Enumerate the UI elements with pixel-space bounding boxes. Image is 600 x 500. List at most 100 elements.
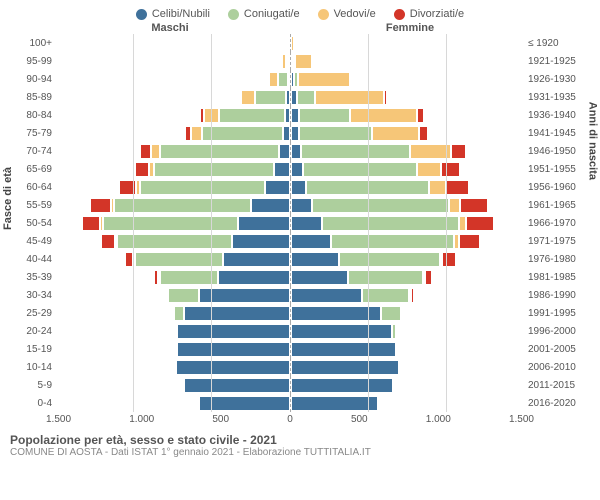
chart-subtitle: COMUNE DI AOSTA - Dati ISTAT 1° gennaio … — [10, 447, 590, 458]
year-label: 2006-2010 — [524, 362, 594, 373]
pyramid-row: 60-641956-1960 — [6, 178, 594, 196]
male-bar — [56, 250, 290, 268]
year-label: 1966-1970 — [524, 218, 594, 229]
year-label: 2016-2020 — [524, 398, 594, 409]
age-label: 35-39 — [6, 272, 56, 283]
bar-segment — [114, 198, 251, 213]
bar-segment — [312, 198, 449, 213]
bar-segment — [160, 270, 218, 285]
x-tick: 1.000 — [426, 414, 451, 425]
bar-segment — [451, 144, 467, 159]
chart-title: Popolazione per età, sesso e stato civil… — [10, 433, 590, 447]
x-tick: 1.000 — [129, 414, 154, 425]
male-bar — [56, 322, 290, 340]
bar-segment — [140, 180, 265, 195]
pyramid-row: 75-791941-1945 — [6, 124, 594, 142]
pyramid-row: 25-291991-1995 — [6, 304, 594, 322]
bar-segment — [135, 252, 222, 267]
bar-segment — [417, 108, 423, 123]
bar-segment — [297, 90, 316, 105]
bar-segment — [401, 306, 403, 321]
year-label: 1991-1995 — [524, 308, 594, 319]
bar-segment — [202, 126, 283, 141]
age-label: 20-24 — [6, 326, 56, 337]
female-bar — [290, 196, 525, 214]
pyramid-row: 65-691951-1955 — [6, 160, 594, 178]
bar-area — [56, 34, 524, 52]
bar-segment — [449, 198, 460, 213]
male-bar — [56, 142, 290, 160]
bar-segment — [255, 90, 286, 105]
y-axis-left-title: Fasce di età — [2, 167, 14, 230]
male-bar — [56, 196, 290, 214]
bar-area — [56, 358, 524, 376]
bar-segment — [291, 360, 400, 375]
female-bar — [290, 304, 525, 322]
female-bar — [290, 124, 525, 142]
bar-segment — [291, 36, 294, 51]
bar-segment — [348, 270, 423, 285]
age-label: 5-9 — [6, 380, 56, 391]
bar-segment — [442, 252, 456, 267]
male-bar — [56, 232, 290, 250]
bar-segment — [279, 144, 290, 159]
year-label: 2001-2005 — [524, 344, 594, 355]
male-bar — [56, 70, 290, 88]
column-headers: Maschi Femmine — [0, 22, 600, 34]
bar-segment — [303, 162, 417, 177]
bar-segment — [466, 216, 494, 231]
year-label: ≤ 1920 — [524, 38, 594, 49]
bar-segment — [160, 144, 278, 159]
year-label: 1996-2000 — [524, 326, 594, 337]
pyramid-row: 20-24 1996-2000 — [6, 322, 594, 340]
bar-area — [56, 88, 524, 106]
bar-segment — [410, 144, 450, 159]
age-label: 0-4 — [6, 398, 56, 409]
bar-area — [56, 376, 524, 394]
bar-segment — [459, 216, 467, 231]
pyramid-row: 55-591961-1965 — [6, 196, 594, 214]
legend-item: Celibi/Nubili — [136, 8, 210, 20]
bar-segment — [298, 72, 349, 87]
pyramid-row: 30-341986-1990 — [6, 286, 594, 304]
legend-swatch — [136, 9, 147, 20]
bar-segment — [251, 198, 290, 213]
bar-segment — [381, 306, 401, 321]
bar-segment — [291, 180, 307, 195]
male-bar — [56, 358, 290, 376]
bar-segment — [174, 306, 183, 321]
pyramid-row: 85-891931-1935 — [6, 88, 594, 106]
year-label: 1946-1950 — [524, 146, 594, 157]
pyramid-row: 5-9 2011-2015 — [6, 376, 594, 394]
female-bar — [290, 322, 525, 340]
bar-segment — [238, 216, 289, 231]
female-bar — [290, 214, 525, 232]
bar-segment — [384, 90, 387, 105]
male-bar — [56, 286, 290, 304]
female-bar — [290, 358, 525, 376]
bar-segment — [291, 108, 300, 123]
male-bar — [56, 178, 290, 196]
age-label: 15-19 — [6, 344, 56, 355]
bar-segment — [151, 144, 160, 159]
legend-swatch — [394, 9, 405, 20]
age-label: 30-34 — [6, 290, 56, 301]
bar-segment — [265, 180, 290, 195]
x-tick: 1.500 — [46, 414, 71, 425]
age-label: 40-44 — [6, 254, 56, 265]
bar-segment — [291, 378, 394, 393]
legend-label: Vedovi/e — [334, 8, 376, 20]
year-label: 2011-2015 — [524, 380, 594, 391]
bar-segment — [219, 108, 284, 123]
male-bar — [56, 214, 290, 232]
age-label: 80-84 — [6, 110, 56, 121]
bar-segment — [199, 396, 289, 411]
pyramid-row: 15-19 2001-2005 — [6, 340, 594, 358]
year-label: 1981-1985 — [524, 272, 594, 283]
bar-segment — [295, 54, 312, 69]
female-header: Femmine — [290, 22, 530, 34]
bar-area — [56, 70, 524, 88]
bar-segment — [117, 234, 232, 249]
bar-segment — [154, 162, 274, 177]
female-bar — [290, 376, 525, 394]
